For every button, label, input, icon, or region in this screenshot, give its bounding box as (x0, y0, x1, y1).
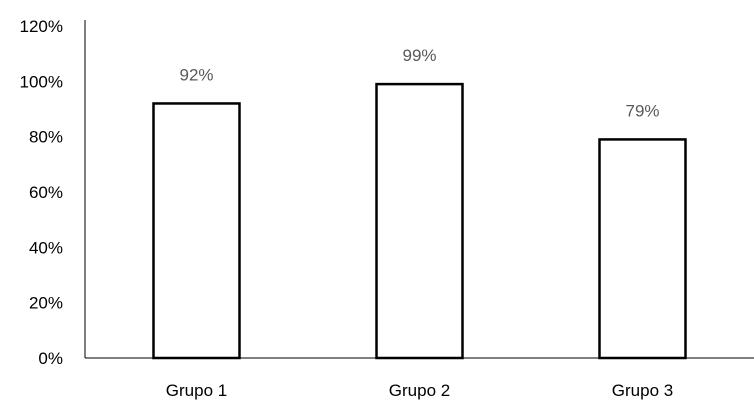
y-tick-label: 80% (29, 128, 63, 147)
data-label: 99% (402, 46, 436, 65)
y-tick-label: 40% (29, 238, 63, 257)
y-tick-label: 0% (38, 349, 63, 368)
bar (375, 82, 464, 360)
category-labels: Grupo 1 Grupo 2 Grupo 3 (166, 381, 673, 400)
y-tick-label: 20% (29, 294, 63, 313)
data-labels: 92% 99% 79% (179, 46, 659, 120)
data-label: 92% (179, 65, 213, 84)
x-tick-label: Grupo 2 (389, 381, 450, 400)
x-tick-label: Grupo 3 (612, 381, 673, 400)
y-tick-label: 120% (20, 17, 63, 36)
x-tick-label: Grupo 1 (166, 381, 227, 400)
bar (152, 102, 241, 360)
y-tick-label: 60% (29, 183, 63, 202)
bar (598, 138, 687, 360)
y-axis-ticks: 0% 20% 40% 60% 80% 100% 120% (20, 17, 63, 368)
data-label: 79% (625, 101, 659, 120)
bars (152, 82, 687, 360)
y-tick-label: 100% (20, 72, 63, 91)
